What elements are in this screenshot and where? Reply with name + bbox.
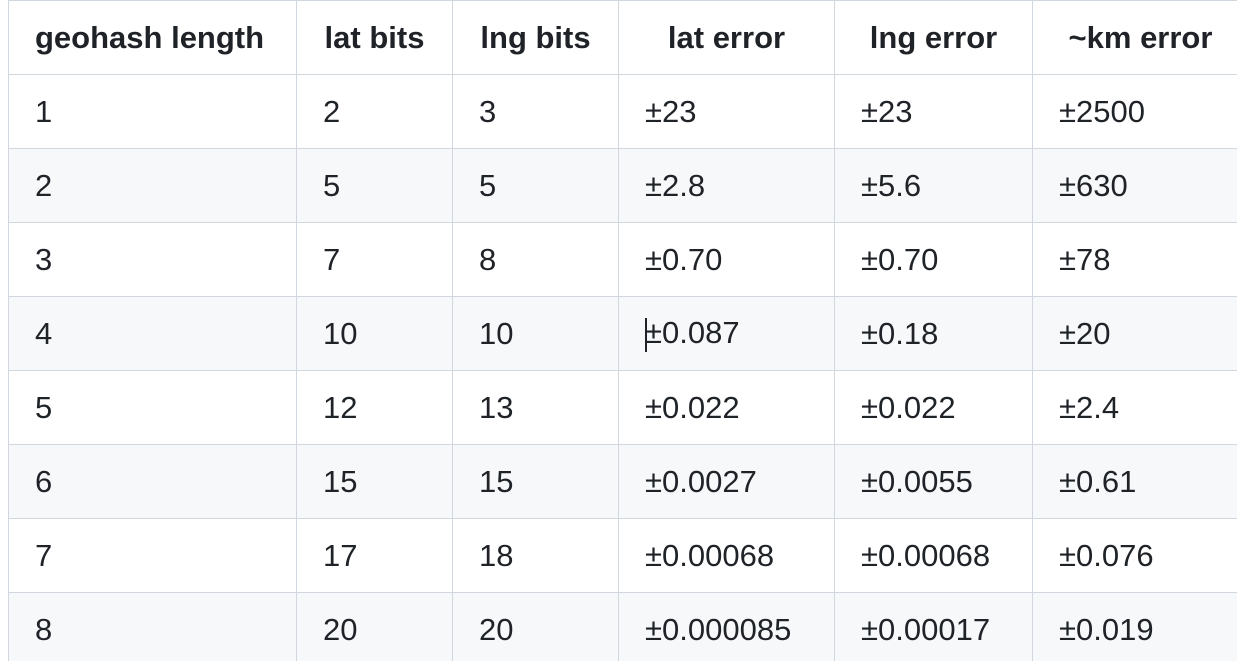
table-row: 6 15 15 ±0.0027 ±0.0055 ±0.61	[8, 444, 1237, 519]
table-cell: ±23	[834, 74, 1033, 149]
table-cell: 15	[452, 444, 619, 519]
table-cell: 18	[452, 518, 619, 593]
table-cell: 4	[8, 296, 297, 371]
table-cell: 8	[8, 592, 297, 661]
table-cell: ±0.0027	[618, 444, 835, 519]
table-cell: ±630	[1032, 148, 1237, 223]
table-cell: ±20	[1032, 296, 1237, 371]
table-cell: ±0.022	[834, 370, 1033, 445]
table-row: 8 20 20 ±0.000085 ±0.00017 ±0.019	[8, 592, 1237, 661]
table-cell: 2	[296, 74, 453, 149]
table-cell: ±0.18	[834, 296, 1033, 371]
table-cell: 20	[296, 592, 453, 661]
table-cell: 10	[452, 296, 619, 371]
column-header-lat-error: lat error	[618, 0, 835, 75]
table-cell: 3	[8, 222, 297, 297]
table-cell: 20	[452, 592, 619, 661]
table-cell: 3	[452, 74, 619, 149]
column-header-geohash-length: geohash length	[8, 0, 297, 75]
table-cell: 15	[296, 444, 453, 519]
table-cell: ±0.00068	[834, 518, 1033, 593]
table-cell: 7	[8, 518, 297, 593]
table-cell: 7	[296, 222, 453, 297]
table-cell: ±2500	[1032, 74, 1237, 149]
table-cell: 10	[296, 296, 453, 371]
table-cell: 5	[296, 148, 453, 223]
table-cell-text: ±0.087	[645, 315, 740, 351]
table-cell: 12	[296, 370, 453, 445]
table-cell: 2	[8, 148, 297, 223]
table-cell: ±0.70	[618, 222, 835, 297]
table-row: 1 2 3 ±23 ±23 ±2500	[8, 74, 1237, 149]
table-cell: ±0.0055	[834, 444, 1033, 519]
table-row: 2 5 5 ±2.8 ±5.6 ±630	[8, 148, 1237, 223]
table-cell: ±2.8	[618, 148, 835, 223]
column-header-lng-bits: lng bits	[452, 0, 619, 75]
column-header-lat-bits: lat bits	[296, 0, 453, 75]
table-cell: ±0.000085	[618, 592, 835, 661]
table-cell: 17	[296, 518, 453, 593]
table-cell: ±5.6	[834, 148, 1033, 223]
table-cell: ±0.00068	[618, 518, 835, 593]
table-cell: ±0.70	[834, 222, 1033, 297]
geohash-precision-table: geohash length lat bits lng bits lat err…	[8, 0, 1237, 661]
text-caret	[645, 317, 647, 352]
table-cell: ±0.019	[1032, 592, 1237, 661]
table-cell: ±78	[1032, 222, 1237, 297]
table-cell: ±0.022	[618, 370, 835, 445]
table-cell: 5	[452, 148, 619, 223]
table-cell: ±0.61	[1032, 444, 1237, 519]
table-cell: ±2.4	[1032, 370, 1237, 445]
table-row: 7 17 18 ±0.00068 ±0.00068 ±0.076	[8, 518, 1237, 593]
geohash-precision-table-container: geohash length lat bits lng bits lat err…	[8, 0, 1237, 661]
table-row: 3 7 8 ±0.70 ±0.70 ±78	[8, 222, 1237, 297]
column-header-lng-error: lng error	[834, 0, 1033, 75]
column-header-km-error: ~km error	[1032, 0, 1237, 75]
table-cell: ±0.00017	[834, 592, 1033, 661]
table-cell: 13	[452, 370, 619, 445]
table-cell-with-caret[interactable]: ±0.087	[618, 296, 835, 371]
table-row: 5 12 13 ±0.022 ±0.022 ±2.4	[8, 370, 1237, 445]
table-cell: 1	[8, 74, 297, 149]
table-cell: ±0.076	[1032, 518, 1237, 593]
table-cell: ±23	[618, 74, 835, 149]
table-cell: 6	[8, 444, 297, 519]
table-cell: 8	[452, 222, 619, 297]
table-cell: 5	[8, 370, 297, 445]
table-header-row: geohash length lat bits lng bits lat err…	[8, 0, 1237, 75]
table-row: 4 10 10 ±0.087 ±0.18 ±20	[8, 296, 1237, 371]
